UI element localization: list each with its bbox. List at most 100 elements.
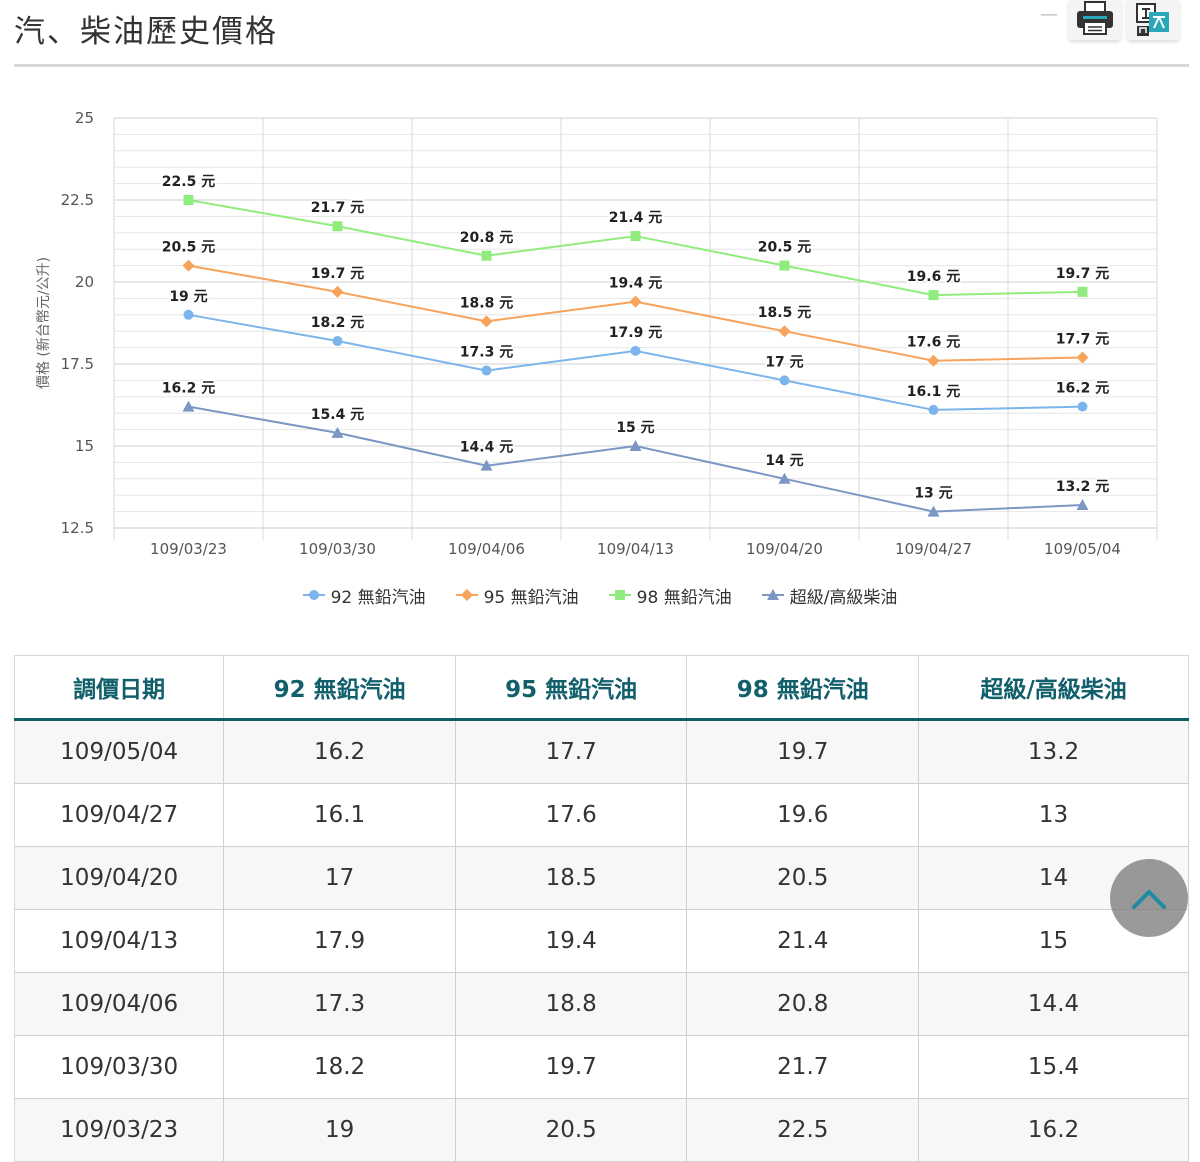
data-point: [1076, 499, 1089, 511]
table-cell: 16.2: [918, 1098, 1189, 1162]
data-point: [629, 440, 642, 451]
legend-item[interactable]: 超級/高級柴油: [761, 583, 897, 608]
data-label: 19.7 元: [1056, 266, 1109, 282]
legend-marker: [614, 590, 625, 600]
legend-label: 95 無鉛汽油: [483, 587, 579, 608]
data-label: 22.5 元: [162, 174, 215, 190]
data-label: 20.5 元: [162, 240, 215, 256]
x-tick-label: 109/04/06: [448, 540, 525, 558]
table-body: 109/05/04 16.2 17.7 19.7 13.2 109/04/27 16.1 17…: [13, 719, 1189, 1162]
print-button[interactable]: [1069, 0, 1121, 40]
data-label: 21.4 元: [609, 210, 662, 226]
legend-label: 98 無鉛汽油: [636, 587, 732, 608]
data-point: [1076, 351, 1089, 364]
table-cell: 20.8: [686, 972, 920, 1036]
table-cell: 18.5: [455, 846, 688, 910]
column-header: 超級/高級柴油: [918, 655, 1189, 721]
column-header: 95 無鉛汽油: [455, 655, 688, 721]
table-cell: 21.7: [686, 1035, 920, 1099]
table-cell: 18.8: [455, 972, 688, 1036]
legend-marker-icon: [761, 589, 784, 600]
table-cell: 17.9: [223, 909, 456, 973]
data-label: 18.8 元: [460, 295, 513, 311]
data-label: 17 元: [765, 354, 803, 370]
table-cell: 19.7: [455, 1035, 688, 1099]
table-cell: 18.2: [223, 1035, 456, 1099]
legend-marker: [460, 589, 473, 601]
legend-item[interactable]: 98 無鉛汽油: [608, 583, 732, 608]
table-cell: 109/03/30: [13, 1035, 225, 1099]
legend-item[interactable]: 92 無鉛汽油: [302, 583, 426, 608]
data-label: 17.6 元: [907, 335, 960, 351]
data-point: [779, 375, 790, 386]
data-label: 19.6 元: [907, 269, 960, 285]
data-label: 15 元: [616, 420, 654, 436]
data-point: [480, 459, 493, 471]
table-cell: 109/03/23: [13, 1098, 225, 1162]
table-row: 109/03/23 19 20.5 22.5 16.2: [13, 1098, 1189, 1162]
data-label: 16.1 元: [907, 384, 960, 400]
table-cell: 13.2: [918, 719, 1189, 784]
minus-icon[interactable]: —: [1040, 4, 1058, 25]
legend-marker-icon: [455, 589, 478, 601]
y-tick-label: 12.5: [61, 519, 94, 537]
data-label: 14.4 元: [460, 440, 513, 456]
data-point: [480, 315, 493, 328]
x-tick-label: 109/03/30: [299, 540, 376, 558]
data-point: [332, 336, 343, 347]
data-label: 13 元: [914, 486, 952, 502]
table-cell: 17: [223, 846, 456, 910]
y-tick-label: 22.5: [61, 191, 94, 209]
data-point: [928, 404, 939, 415]
data-point: [927, 505, 940, 517]
table-cell: 109/04/27: [13, 783, 225, 847]
x-tick-label: 109/03/23: [150, 540, 227, 558]
data-label: 15.4 元: [311, 407, 364, 423]
chevron-up-icon: [1132, 889, 1166, 909]
data-point: [630, 345, 641, 356]
table-cell: 16.2: [223, 719, 456, 784]
legend-label: 92 無鉛汽油: [330, 587, 426, 608]
data-point: [182, 259, 195, 272]
y-tick-label: 15: [75, 437, 94, 455]
data-point: [927, 354, 940, 367]
data-label: 19.7 元: [311, 266, 364, 282]
data-point: [331, 426, 344, 438]
data-label: 18.5 元: [758, 305, 811, 321]
column-header: 92 無鉛汽油: [223, 655, 456, 721]
legend-marker-icon: [608, 590, 631, 600]
data-point: [183, 309, 194, 320]
price-table: 調價日期 92 無鉛汽油 95 無鉛汽油 98 無鉛汽油 超級/高級柴油 109/05/…: [13, 655, 1189, 1162]
data-point: [928, 290, 939, 301]
column-header: 98 無鉛汽油: [686, 655, 920, 721]
data-label: 16.2 元: [162, 381, 215, 397]
table-row: 109/04/13 17.9 19.4 21.4 15: [13, 909, 1189, 973]
y-axis-label: 價格 (新台幣元/公升): [35, 257, 52, 389]
table-cell: 14.4: [918, 972, 1189, 1036]
data-point: [183, 195, 194, 205]
language-button[interactable]: [1127, 0, 1179, 40]
data-label: 21.7 元: [311, 200, 364, 216]
data-label: 18.2 元: [311, 315, 364, 331]
data-point: [331, 285, 344, 298]
data-label: 16.2 元: [1056, 381, 1109, 397]
legend-marker: [308, 590, 319, 600]
table-row: 109/04/20 17 18.5 20.5 14: [13, 846, 1189, 910]
table-cell: 20.5: [455, 1098, 688, 1162]
chart-legend: 92 無鉛汽油 95 無鉛汽油 98 無鉛汽油 超級/高級柴油: [0, 583, 1200, 608]
data-point: [1077, 401, 1088, 412]
printer-icon: [1077, 1, 1113, 35]
legend-marker: [766, 589, 779, 600]
data-label: 19.4 元: [609, 276, 662, 292]
table-cell: 16.1: [223, 783, 456, 847]
data-point: [778, 472, 791, 484]
translate-icon: [1136, 3, 1169, 36]
data-label: 17.7 元: [1056, 331, 1109, 347]
page-header: 汽、柴油歷史價格 —: [14, 0, 1189, 67]
back-to-top-button[interactable]: [1110, 859, 1188, 937]
data-label: 14 元: [765, 453, 803, 469]
table-cell: 109/05/04: [13, 719, 225, 784]
legend-item[interactable]: 95 無鉛汽油: [455, 583, 579, 608]
x-tick-label: 109/05/04: [1044, 540, 1121, 558]
table-cell: 109/04/20: [13, 846, 225, 910]
